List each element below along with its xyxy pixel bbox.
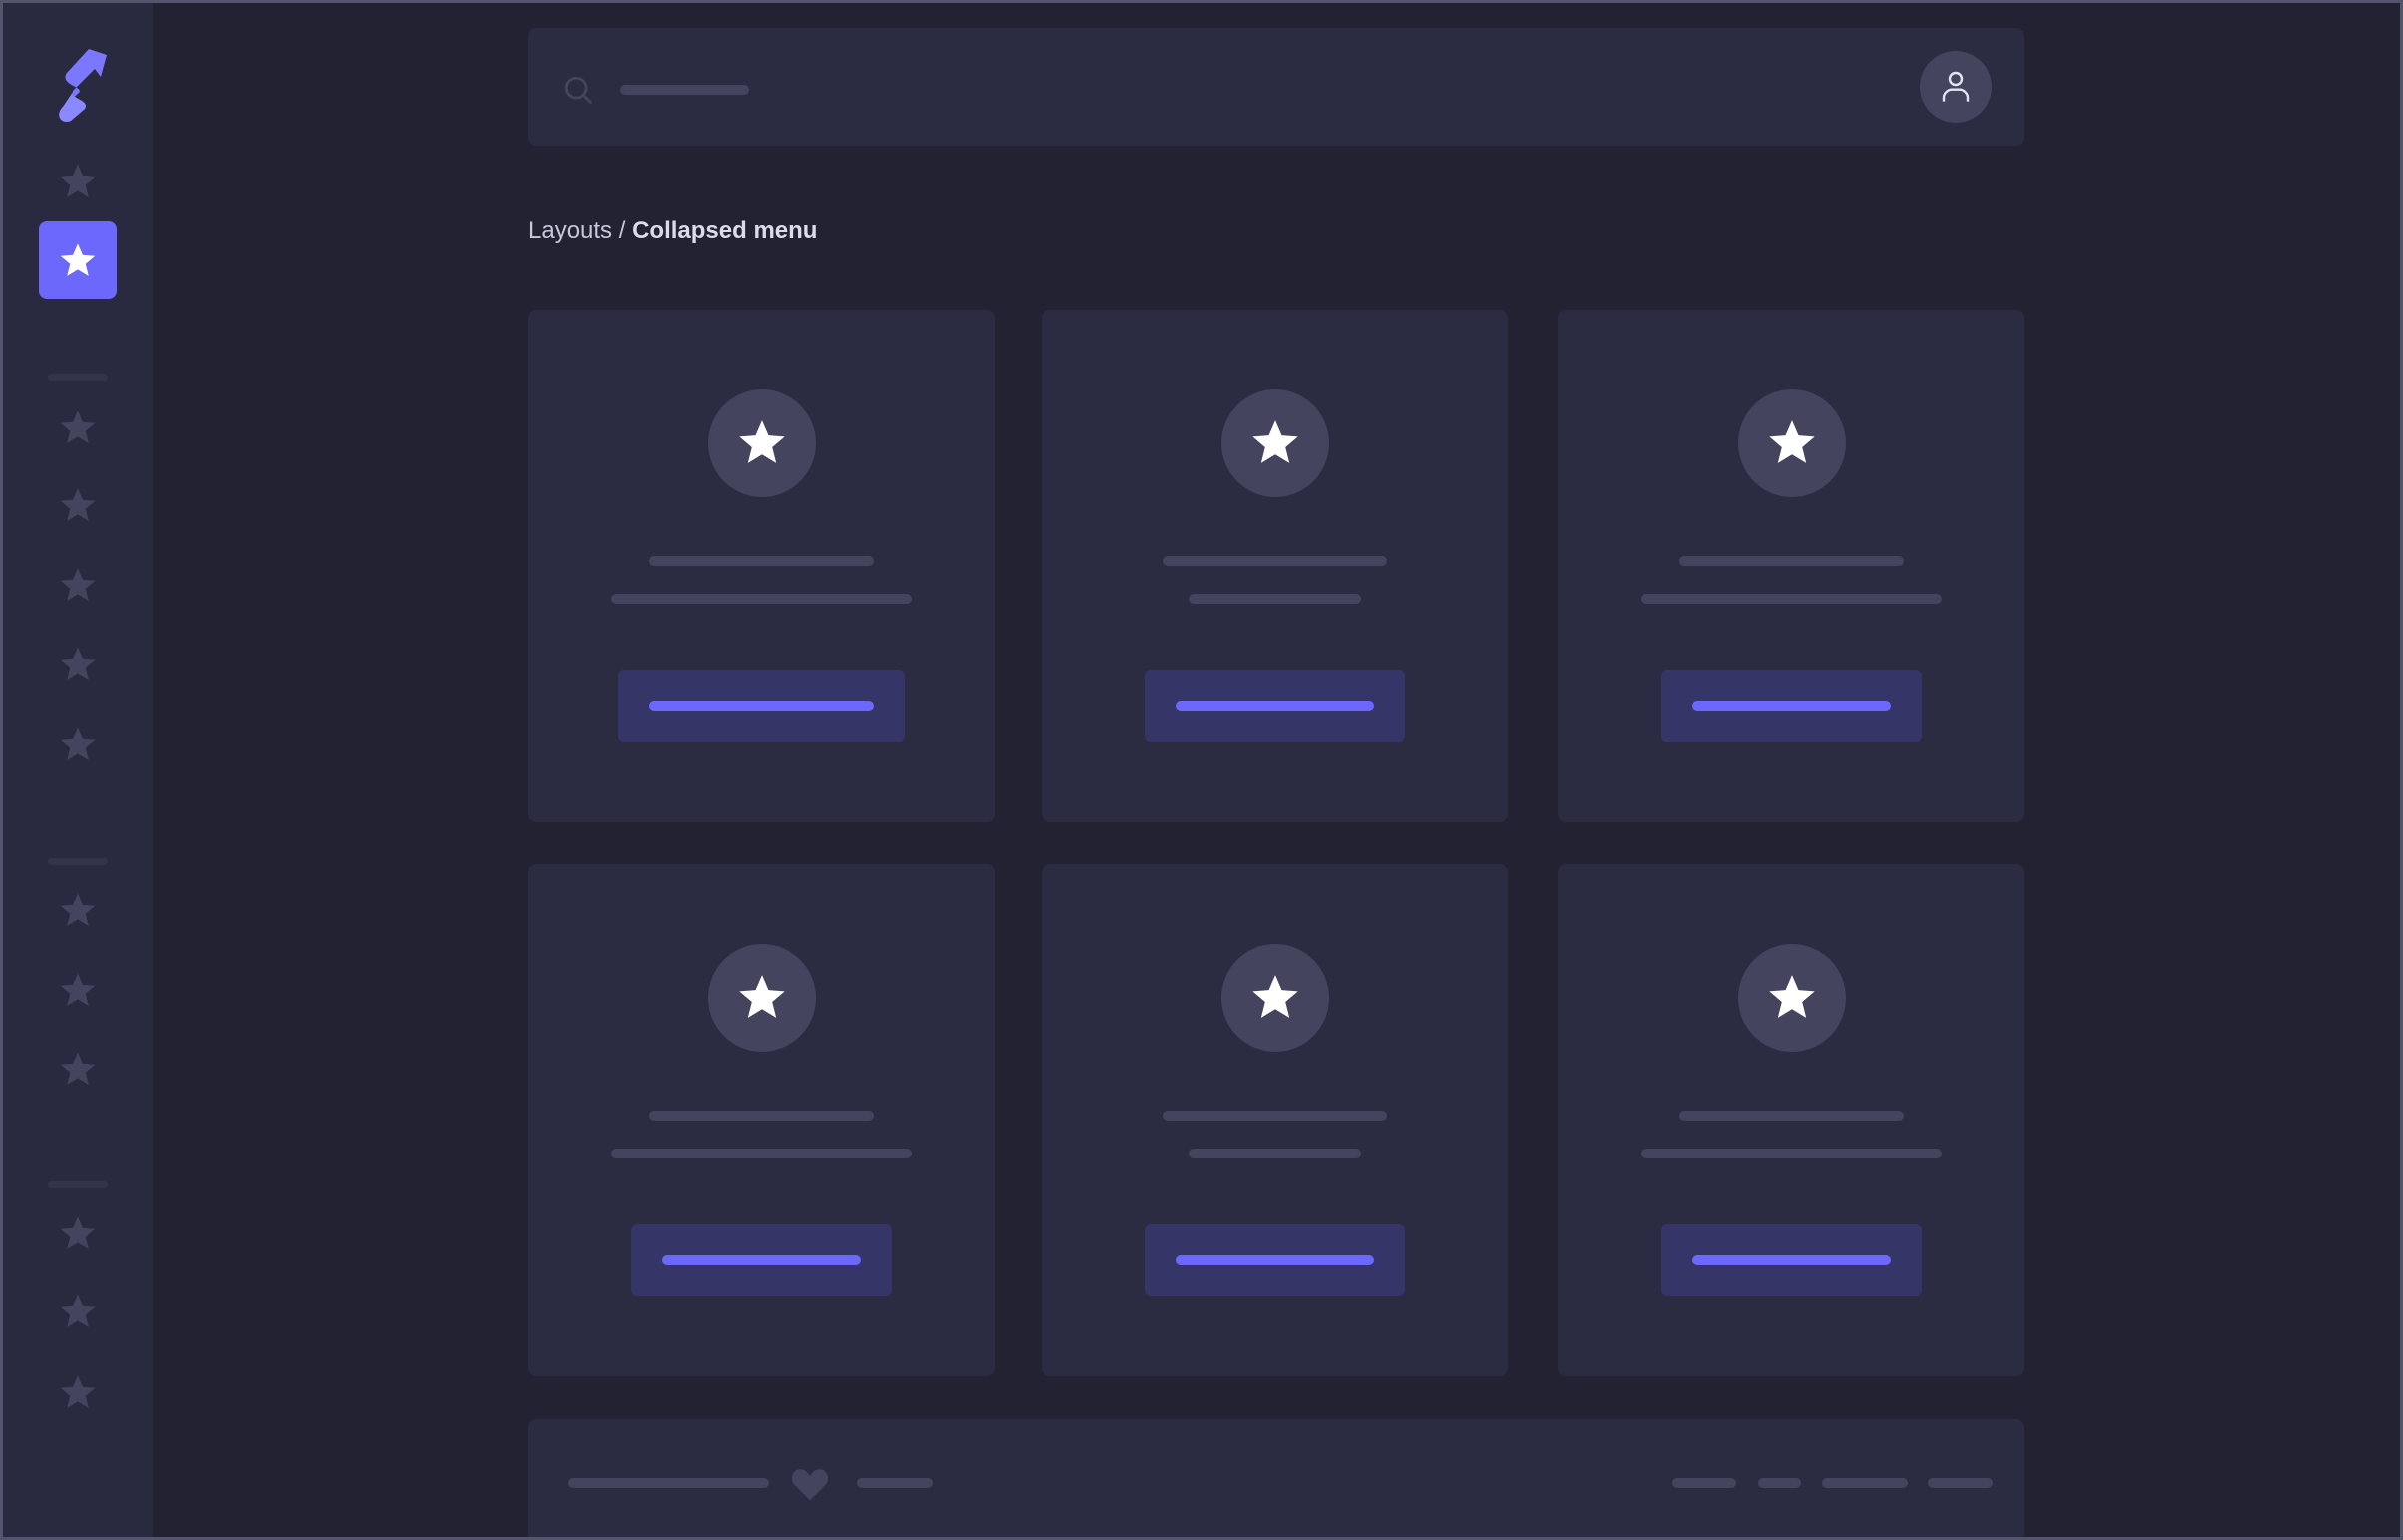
card <box>1042 864 1508 1376</box>
star-icon <box>1769 420 1815 463</box>
card-icon-badge <box>708 389 816 497</box>
card-action-button[interactable] <box>1145 1224 1405 1296</box>
breadcrumb-separator: / <box>612 217 633 244</box>
card-action-button[interactable] <box>1661 1224 1922 1296</box>
breadcrumb-parent[interactable]: Layouts <box>528 217 613 244</box>
card-text-placeholder <box>1189 1149 1361 1158</box>
sidebar-divider <box>48 374 108 381</box>
button-label-placeholder <box>662 1255 861 1265</box>
star-icon <box>1252 975 1298 1018</box>
card <box>1558 864 2024 1376</box>
breadcrumb-current: Collapsed menu <box>632 217 818 244</box>
star-icon <box>739 420 785 463</box>
footer-link[interactable] <box>1672 1478 1736 1488</box>
button-label-placeholder <box>1176 1255 1374 1265</box>
sidebar-divider <box>48 1181 108 1188</box>
collapsed-sidebar <box>3 3 153 1537</box>
footer-link[interactable] <box>1822 1478 1908 1488</box>
sidebar-item-star-icon[interactable] <box>59 1373 97 1411</box>
button-label-placeholder <box>1692 701 1891 711</box>
footer <box>528 1419 2024 1537</box>
card-title-placeholder <box>1679 1111 1904 1121</box>
user-avatar-button[interactable] <box>1920 51 1992 123</box>
card-icon-badge <box>1738 389 1846 497</box>
sidebar-item-star-icon[interactable] <box>59 1292 97 1330</box>
star-icon <box>1252 420 1298 463</box>
sidebar-item-star-icon[interactable] <box>59 162 97 200</box>
card-action-button[interactable] <box>618 670 905 742</box>
star-icon <box>1769 975 1815 1018</box>
card-text-placeholder <box>611 1149 912 1158</box>
sidebar-item-star-icon[interactable] <box>59 1214 97 1252</box>
sidebar-item-star-icon[interactable] <box>59 566 97 604</box>
search-input[interactable] <box>620 85 749 95</box>
card <box>1558 310 2024 822</box>
sidebar-item-star-icon[interactable] <box>59 645 97 683</box>
card-icon-badge <box>1738 944 1846 1052</box>
sidebar-item-star-icon[interactable] <box>59 486 97 524</box>
card-title-placeholder <box>649 556 874 566</box>
sidebar-item-star-icon[interactable] <box>59 971 97 1009</box>
footer-link[interactable] <box>1758 1478 1801 1488</box>
card-title-placeholder <box>1163 1111 1387 1121</box>
footer-text-placeholder <box>857 1478 933 1488</box>
card-text-placeholder <box>1189 594 1361 604</box>
card-action-button[interactable] <box>1145 670 1405 742</box>
card-icon-badge <box>1221 944 1329 1052</box>
footer-link[interactable] <box>1928 1478 1993 1488</box>
star-icon <box>60 243 96 276</box>
search-icon[interactable] <box>562 74 596 108</box>
card <box>528 864 995 1376</box>
star-icon <box>739 975 785 1018</box>
button-label-placeholder <box>1176 701 1374 711</box>
button-label-placeholder <box>1692 1255 1891 1265</box>
card-icon-badge <box>708 944 816 1052</box>
sidebar-divider <box>48 858 108 865</box>
sidebar-item-star-icon[interactable] <box>59 1050 97 1088</box>
card-title-placeholder <box>649 1111 874 1121</box>
card <box>1042 310 1508 822</box>
card-title-placeholder <box>1163 556 1387 566</box>
button-label-placeholder <box>649 701 874 711</box>
card-text-placeholder <box>1641 594 1942 604</box>
card-action-button[interactable] <box>1661 670 1922 742</box>
heart-icon <box>791 1469 829 1501</box>
card-title-placeholder <box>1679 556 1904 566</box>
sidebar-item-active[interactable] <box>39 221 117 299</box>
card-action-button[interactable] <box>631 1224 892 1296</box>
footer-text-placeholder <box>568 1478 769 1488</box>
sidebar-item-star-icon[interactable] <box>59 408 97 446</box>
card <box>528 310 995 822</box>
sidebar-item-star-icon[interactable] <box>59 725 97 763</box>
sidebar-item-star-icon[interactable] <box>59 891 97 929</box>
user-icon <box>1942 71 1970 102</box>
card-text-placeholder <box>611 594 912 604</box>
app-logo-icon <box>59 49 107 122</box>
card-icon-badge <box>1221 389 1329 497</box>
top-search-bar <box>528 28 2024 146</box>
card-text-placeholder <box>1641 1149 1942 1158</box>
breadcrumb: Layouts / Collapsed menu <box>528 217 817 245</box>
